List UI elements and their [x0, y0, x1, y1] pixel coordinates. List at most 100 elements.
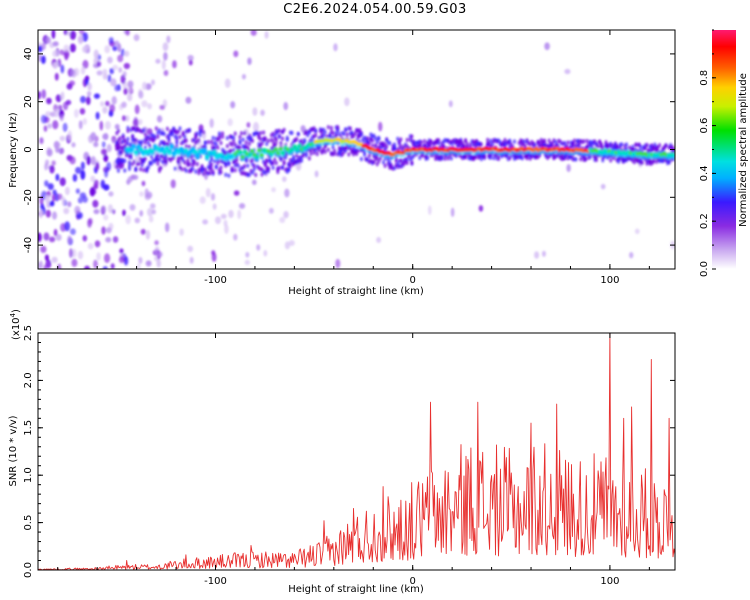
spectrogram-ridge-cell — [134, 150, 139, 155]
spectrogram-cell — [145, 229, 151, 240]
spectrogram-cell — [52, 62, 58, 69]
spectrogram-cell — [123, 256, 129, 266]
spectrogram-cell — [100, 179, 106, 189]
spectrogram-cell — [126, 179, 131, 185]
spectrogram-band-cell — [321, 133, 326, 138]
spectrogram-band-cell — [220, 131, 225, 136]
spectrogram-cell — [564, 68, 571, 75]
spectrogram-band-cell — [126, 128, 130, 134]
spectrogram-ridge-cell — [273, 147, 279, 152]
spectrogram-cell — [166, 35, 171, 44]
spectrogram-cell — [38, 232, 42, 242]
spectrogram-band-cell — [217, 131, 222, 136]
spectrogram-band-cell — [370, 138, 375, 144]
colorbar-label: Normalized spectral amplitude — [738, 73, 749, 227]
spectrogram-cell — [224, 78, 231, 89]
spectrogram-band-cell — [162, 142, 166, 147]
spectrogram-cell — [60, 91, 65, 101]
spectrogram-cell — [90, 132, 97, 141]
spectrogram-cell — [256, 244, 261, 251]
spectrogram-band-cell — [238, 134, 242, 140]
spectrogram-x-tick-label: 0 — [410, 275, 416, 286]
spectrogram-cell — [60, 64, 65, 74]
spectrogram-band-cell — [574, 157, 578, 162]
spectrogram-ridge-cell — [240, 154, 245, 159]
spectrogram-cell — [82, 59, 89, 69]
spectrogram-cell — [53, 140, 60, 149]
spectrogram-cell — [111, 209, 116, 215]
snr-x-tick-label: 100 — [600, 576, 619, 587]
spectrogram-cell — [102, 133, 109, 140]
spectrogram-band-cell — [454, 153, 458, 159]
spectrogram-cell — [93, 208, 100, 215]
spectrogram-band-cell — [187, 162, 192, 167]
spectrogram-band-cell — [303, 139, 307, 145]
spectrogram-cell — [87, 218, 92, 228]
spectrogram-band-cell — [247, 141, 252, 146]
spectrogram-band-cell — [202, 172, 206, 177]
spectrogram-ridge-cell — [254, 154, 260, 159]
spectrogram-band-cell — [497, 156, 501, 162]
spectrogram-cell — [122, 209, 126, 217]
spectrogram-band-cell — [463, 138, 468, 143]
spectrogram-band-cell — [643, 146, 648, 151]
spectrogram-cell — [246, 122, 251, 128]
spectrogram-cell — [84, 265, 91, 269]
spectrogram-cell — [40, 114, 48, 124]
spectrogram-cell — [78, 30, 85, 36]
spectrogram-cell — [45, 36, 52, 44]
spectrogram-cell — [44, 254, 49, 261]
spectrogram-cell — [108, 191, 114, 197]
spectrogram-band-cell — [468, 142, 472, 147]
spectrogram-cell — [151, 209, 157, 215]
spectrogram-band-cell — [315, 151, 319, 157]
spectrogram-band-cell — [140, 162, 144, 168]
spectrogram-band-cell — [165, 126, 169, 132]
spectrogram-cell — [283, 211, 289, 219]
spectrogram-band-cell — [624, 142, 629, 147]
spectrogram-band-cell — [126, 136, 130, 142]
spectrogram-band-cell — [370, 143, 375, 148]
spectrogram-cell — [427, 205, 432, 216]
spectrogram-cell — [125, 214, 131, 225]
spectrogram-cell — [284, 241, 290, 250]
spectrogram-cell — [156, 115, 163, 123]
spectrogram-cell — [117, 43, 122, 53]
spectrogram-cell — [163, 69, 169, 77]
spectrogram-cell — [150, 203, 156, 209]
spectrogram-cell — [148, 215, 154, 223]
spectrogram-band-cell — [405, 156, 409, 162]
spectrogram-band-cell — [465, 141, 469, 147]
spectrogram-cell — [127, 93, 133, 102]
spectrogram-band-cell — [429, 141, 433, 147]
spectrogram-cell — [86, 90, 92, 97]
spectrogram-band-cell — [381, 160, 386, 165]
spectrogram-cell — [57, 263, 62, 269]
spectrogram-band-cell — [186, 158, 190, 163]
spectrogram-band-cell — [277, 128, 281, 133]
spectrogram-cell — [43, 232, 50, 241]
spectrogram-band-cell — [572, 138, 577, 143]
snr-y-tick-label: 1.0 — [23, 467, 34, 483]
spectrogram-cell — [112, 236, 119, 243]
spectrogram-cell — [127, 80, 134, 88]
spectrogram-band-cell — [116, 168, 121, 173]
spectrogram-cell — [43, 125, 48, 132]
spectrogram-band-cell — [183, 134, 187, 140]
spectrogram-band-cell — [195, 161, 199, 167]
spectrogram-y-tick-label: -20 — [23, 189, 34, 205]
spectrogram-cell — [69, 43, 76, 53]
spectrogram-band-cell — [301, 153, 305, 158]
spectrogram-cell — [107, 204, 113, 214]
spectrogram-band-cell — [372, 159, 376, 165]
spectrogram-band-cell — [132, 159, 136, 164]
spectrogram-ridge-cell — [212, 149, 217, 154]
colorbar-tick-label: 0.0 — [699, 261, 710, 277]
spectrogram-band-cell — [367, 153, 371, 159]
spectrogram-band-cell — [262, 130, 266, 135]
spectrogram-band-cell — [239, 130, 244, 136]
spectrogram-cell — [132, 174, 139, 180]
spectrogram-cell — [71, 142, 76, 148]
spectrogram-cell — [82, 118, 88, 125]
